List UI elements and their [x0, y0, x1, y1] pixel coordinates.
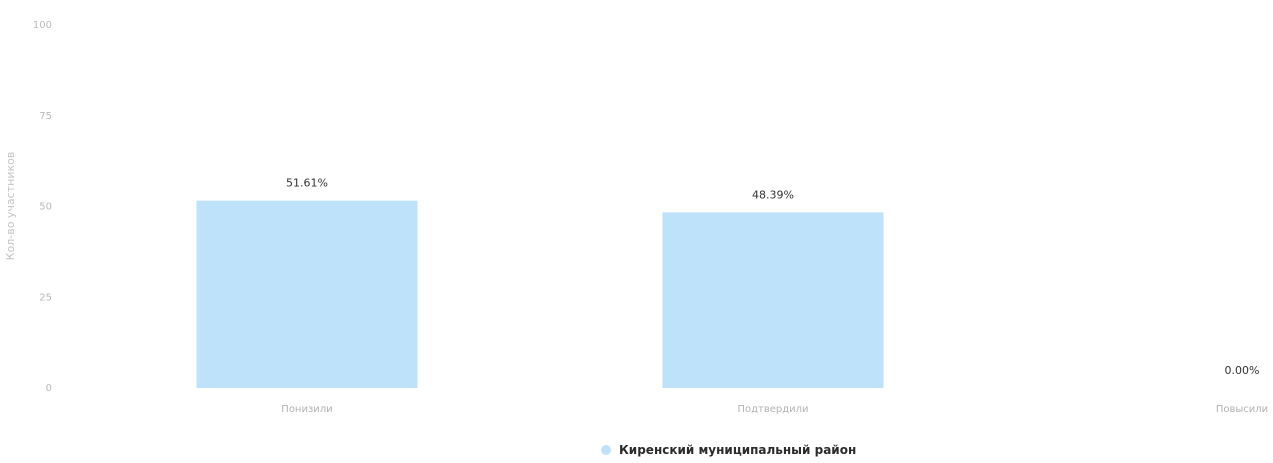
y-tick-label: 0: [46, 383, 52, 394]
legend-label[interactable]: Киренский муниципальный район: [619, 443, 856, 457]
data-label: 51.61%: [286, 177, 328, 190]
x-axis-labels: Понизили Подтвердили Повысили: [281, 404, 1268, 415]
legend[interactable]: Киренский муниципальный район: [601, 443, 856, 457]
y-axis-title-group: Кол-во участников: [4, 152, 17, 261]
bar[interactable]: [662, 212, 884, 388]
y-tick-label: 25: [39, 292, 52, 303]
x-tick-label: Повысили: [1216, 404, 1268, 415]
y-axis-title: Кол-во участников: [4, 152, 17, 261]
bar[interactable]: [196, 200, 418, 388]
x-tick-label: Понизили: [281, 404, 332, 415]
bars-group: [196, 200, 884, 388]
y-tick-label: 100: [33, 20, 52, 31]
legend-marker[interactable]: [601, 445, 611, 455]
data-label: 0.00%: [1225, 364, 1260, 377]
y-axis-ticks: 0 25 50 75 100: [33, 20, 52, 394]
data-label: 48.39%: [752, 188, 794, 201]
data-labels-group: 51.61% 48.39% 0.00%: [286, 177, 1259, 377]
x-tick-label: Подтвердили: [737, 404, 808, 415]
y-tick-label: 50: [39, 202, 52, 213]
y-tick-label: 75: [39, 111, 52, 122]
